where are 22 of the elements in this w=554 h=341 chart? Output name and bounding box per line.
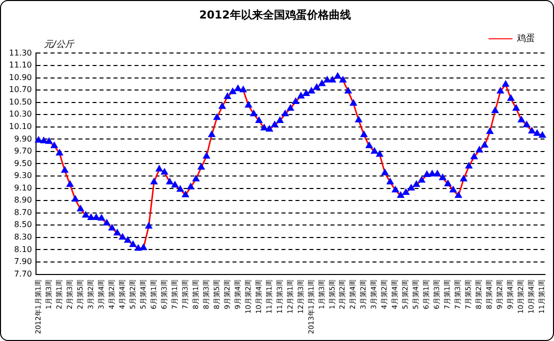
y-tick-label: 8.10	[14, 244, 32, 254]
y-tick-label: 10.70	[8, 85, 32, 94]
y-tick-label: 8.90	[14, 196, 32, 205]
y-tick-label: 9.10	[14, 183, 32, 192]
legend-label: 鸡蛋	[516, 33, 535, 44]
y-tick-label: 9.90	[14, 134, 32, 144]
y-tick-label: 7.70	[14, 269, 32, 278]
y-tick-label: 8.50	[14, 220, 32, 230]
y-tick-label: 9.30	[14, 171, 32, 180]
y-tick-label: 10.10	[8, 122, 32, 131]
y-tick-label: 8.70	[14, 208, 32, 217]
y-axis-title: 元/公斤	[44, 39, 75, 50]
y-tick-label: 8.30	[14, 232, 32, 242]
chart-title: 2012年以来全国鸡蛋价格曲线	[199, 8, 351, 22]
y-tick-label: 11.30	[8, 48, 32, 58]
y-tick-label: 9.50	[14, 158, 32, 168]
y-tick-label: 7.90	[14, 257, 32, 266]
y-tick-label: 10.30	[8, 110, 32, 119]
y-tick-label: 11.10	[8, 60, 32, 70]
y-tick-label: 9.70	[14, 146, 32, 156]
y-tick-label: 10.50	[8, 97, 32, 106]
y-tick-label: 10.90	[8, 72, 32, 82]
